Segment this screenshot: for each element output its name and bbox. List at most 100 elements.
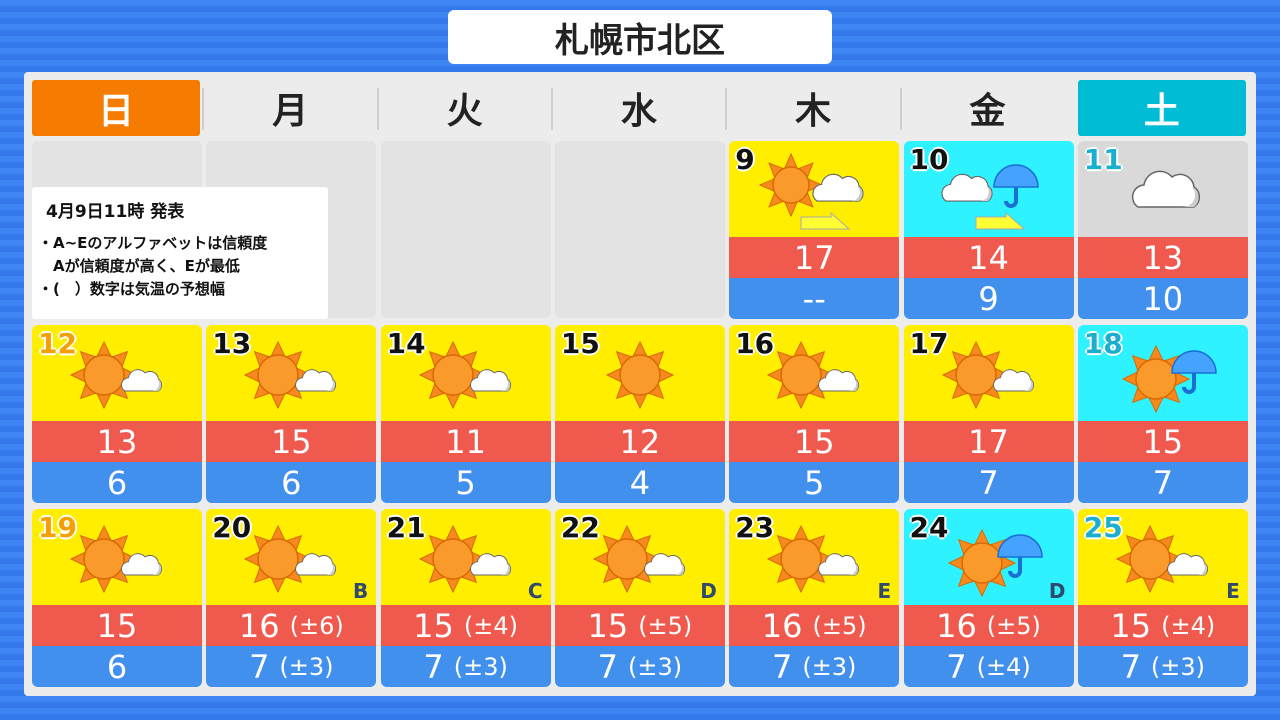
low-temp-range: (±3) [1150,652,1206,681]
date-label: 17 [909,327,949,360]
high-temp: 16 (±6) [206,605,377,646]
low-temp-value: 7 [597,647,619,686]
low-temp: 7 (±3) [729,646,900,687]
weather-area: 21 C [380,509,551,605]
weekday-header-saturday: 土 [1077,80,1246,136]
high-temp-value: 14 [968,238,1009,277]
high-temp: 13 [32,421,202,462]
day-cell: 13 15 6 [206,325,377,503]
sun-cloud-weather-icon [1115,524,1208,594]
high-temp-range: (±5) [986,611,1041,640]
weather-area: 16 [729,325,900,421]
reliability-grade: D [1048,579,1066,603]
low-temp: -- [729,278,900,319]
low-temp-value: 9 [978,279,999,318]
low-temp-value: 6 [281,463,302,502]
weekday-header-thursday: 木 [795,91,832,132]
low-temp: 7 (±3) [206,646,377,687]
weather-area: 20 B [206,509,377,605]
high-temp-value: 15 [587,606,629,645]
weather-area: 24 D [903,509,1074,605]
reliability-grade: D [700,579,717,603]
day-cell: 23 E 16 (±5) 7 (±3) [729,509,900,687]
day-cell: 9 17 -- [729,141,900,319]
low-temp: 7 (±3) [1077,646,1248,687]
weekday-header-friday: 金 [969,91,1006,132]
low-temp-value: 5 [455,463,476,502]
high-temp: 15 (±4) [1077,605,1248,646]
low-temp: 6 [32,462,202,503]
page-title: 札幌市北区 [448,10,832,64]
weather-area: 15 [554,325,725,421]
date-label: 16 [735,327,775,360]
high-temp-value: 15 [96,606,138,645]
note-line: ・A~Eのアルファベットは信頼度 [38,234,268,252]
low-temp-value: 7 [249,647,270,686]
low-temp: 7 (±3) [380,646,551,687]
sun-weather-icon [605,340,675,410]
weather-area: 19 [32,509,202,605]
weekly-forecast-panel: 日 月 火 水 木 金 土 9 17 -- 10 14 9 11 13 10 12 13 6… [24,72,1256,696]
low-temp: 6 [206,462,377,503]
low-temp-value: 7 [978,463,999,502]
header-divider [725,88,728,130]
day-cell: 11 13 10 [1077,141,1248,319]
date-label: 14 [386,327,426,360]
date-label: 10 [909,143,949,176]
weather-area: 13 [206,325,377,421]
weather-area: 18 [1077,325,1248,421]
date-label: 19 [38,511,77,544]
sun-cloud-weather-icon [418,524,511,594]
day-cell: 19 15 6 [32,509,202,687]
low-temp: 9 [903,278,1074,319]
header-divider [899,88,902,130]
high-temp-value: 13 [1142,238,1184,277]
high-temp: 12 [554,421,725,462]
weekday-header-wednesday: 水 [620,91,657,132]
high-temp: 15 [206,421,377,462]
low-temp: 5 [380,462,551,503]
low-temp: 7 (±3) [554,646,725,687]
high-temp: 13 [1077,237,1248,278]
weather-area: 22 D [554,509,725,605]
low-temp-value: 5 [804,463,825,502]
issued-time: 4月9日11時 発表 [46,202,185,222]
weather-area: 14 [380,325,551,421]
high-temp-value: 15 [270,422,312,461]
weather-area: 12 [32,325,202,421]
day-cell: 12 13 6 [32,325,202,503]
sun-cloud-weather-icon [69,340,162,410]
empty-day-cell [554,141,725,318]
reliability-grade: C [527,579,543,603]
high-temp-value: 16 [936,606,977,645]
high-temp: 15 (±4) [380,605,551,646]
date-label: 23 [735,511,775,544]
high-temp: 14 [903,237,1074,278]
day-cell: 22 D 15 (±5) 7 (±3) [554,509,725,687]
header-divider [550,88,553,130]
low-temp: 7 [903,462,1074,503]
day-cell: 24 D 16 (±5) 7 (±4) [903,509,1074,687]
sun-rain-weather-icon [947,528,1043,598]
weekday-header-sunday: 日 [32,80,200,136]
reliability-grade: E [877,579,892,603]
high-temp-value: 13 [96,422,138,461]
low-temp-value: 6 [106,647,128,686]
low-temp: 6 [32,646,202,687]
high-temp: 11 [380,421,551,462]
sun-cloud-weather-icon [767,340,860,410]
high-temp: 16 (±5) [903,605,1074,646]
date-label: 22 [560,511,600,544]
day-cell: 25 E 15 (±4) 7 (±3) [1077,509,1248,687]
low-temp-range: (±3) [279,652,334,681]
high-temp-range: (±5) [638,611,693,640]
day-cell: 14 11 5 [380,325,551,503]
low-temp-value: 4 [629,463,651,502]
low-temp-value: 7 [1120,647,1141,686]
high-temp-value: 17 [968,422,1009,461]
high-temp: 17 [729,237,900,278]
date-label: 21 [386,511,426,544]
sun-cloud-weather-icon [592,524,685,594]
high-temp-value: 16 [761,606,803,645]
reliability-grade: B [353,579,369,603]
